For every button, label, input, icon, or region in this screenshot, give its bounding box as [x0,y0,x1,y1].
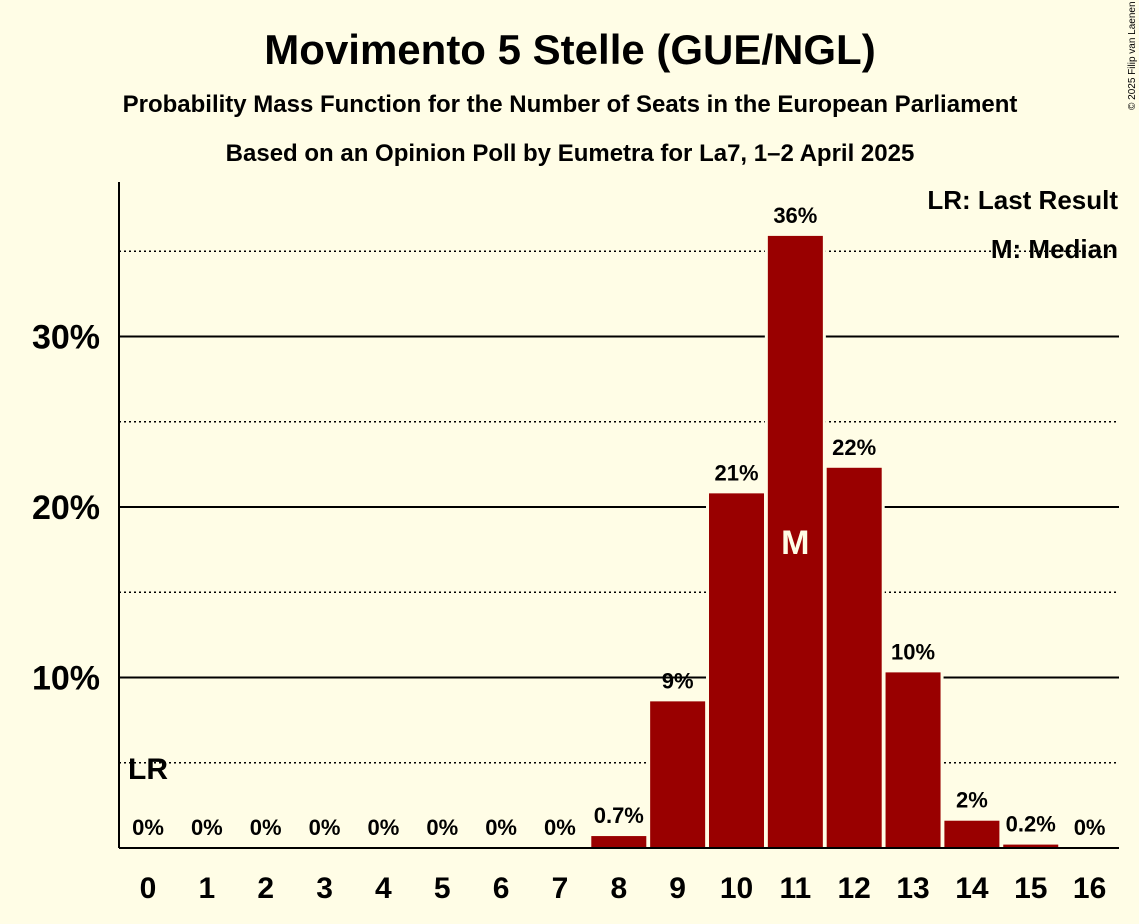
x-tick-label: 2 [257,872,274,905]
chart-subtitle: Probability Mass Function for the Number… [123,91,1018,118]
chart-title: Movimento 5 Stelle (GUE/NGL) [264,26,875,73]
x-tick-label: 12 [838,872,871,905]
chart-subtitle-poll: Based on an Opinion Poll by Eumetra for … [226,140,915,167]
x-tick-label: 5 [434,872,451,905]
bar-value-label: 9% [662,668,694,693]
gridlines: 10% 20% 30% [32,250,1119,764]
bar-seats-11 [767,235,823,848]
x-tick-label: 0 [140,872,157,905]
bar-seats-14 [944,820,1000,848]
x-tick-label: 16 [1073,872,1106,905]
bar-value-label: 36% [773,203,817,228]
bar-value-label: 0% [132,815,164,840]
copyright-note: © 2025 Filip van Laenen [1127,1,1138,110]
bar-seats-12 [826,467,882,848]
bar-value-label: 0% [485,815,517,840]
bar-value-label: 0% [544,815,576,840]
bar-value-label: 2% [956,788,988,813]
bar-value-label: 0% [250,815,282,840]
bar-value-label: 0% [191,815,223,840]
bar-value-label: 0% [1074,815,1106,840]
labels: 0%00%10%20%30%40%50%60%70.7%89%921%1036%… [128,203,1106,905]
bar-value-label: 0.7% [594,803,644,828]
x-tick-label: 3 [316,872,333,905]
x-tick-label: 9 [669,872,686,905]
x-tick-label: 11 [779,872,811,905]
bar-seats-13 [885,672,941,848]
y-tick-label: 20% [32,489,100,527]
bar-value-label: 0% [426,815,458,840]
legend-median: M: Median [991,234,1118,264]
bar-value-label: 0% [309,815,341,840]
last-result-marker: LR [128,753,168,786]
x-tick-label: 6 [493,872,510,905]
median-marker: M [781,524,809,562]
x-tick-label: 4 [375,872,392,905]
bar-value-label: 0.2% [1006,812,1056,837]
bar-seats-10 [709,493,764,848]
x-tick-label: 1 [199,872,216,905]
x-tick-label: 13 [896,872,929,905]
bar-value-label: 10% [891,639,935,664]
x-tick-label: 10 [720,872,753,905]
legend-last-result: LR: Last Result [927,185,1118,215]
y-tick-label: 30% [32,319,100,357]
bar-value-label: 0% [368,815,400,840]
x-tick-label: 14 [955,872,989,905]
x-tick-label: 7 [552,872,569,905]
x-tick-label: 15 [1014,872,1047,905]
bars [588,232,1062,848]
bar-value-label: 22% [832,435,876,460]
y-tick-label: 10% [32,660,100,698]
bar-seats-9 [650,701,706,848]
bar-seats-8 [591,836,647,848]
bar-value-label: 21% [714,460,758,485]
x-tick-label: 8 [610,872,627,905]
bar-seats-15 [1003,844,1059,848]
